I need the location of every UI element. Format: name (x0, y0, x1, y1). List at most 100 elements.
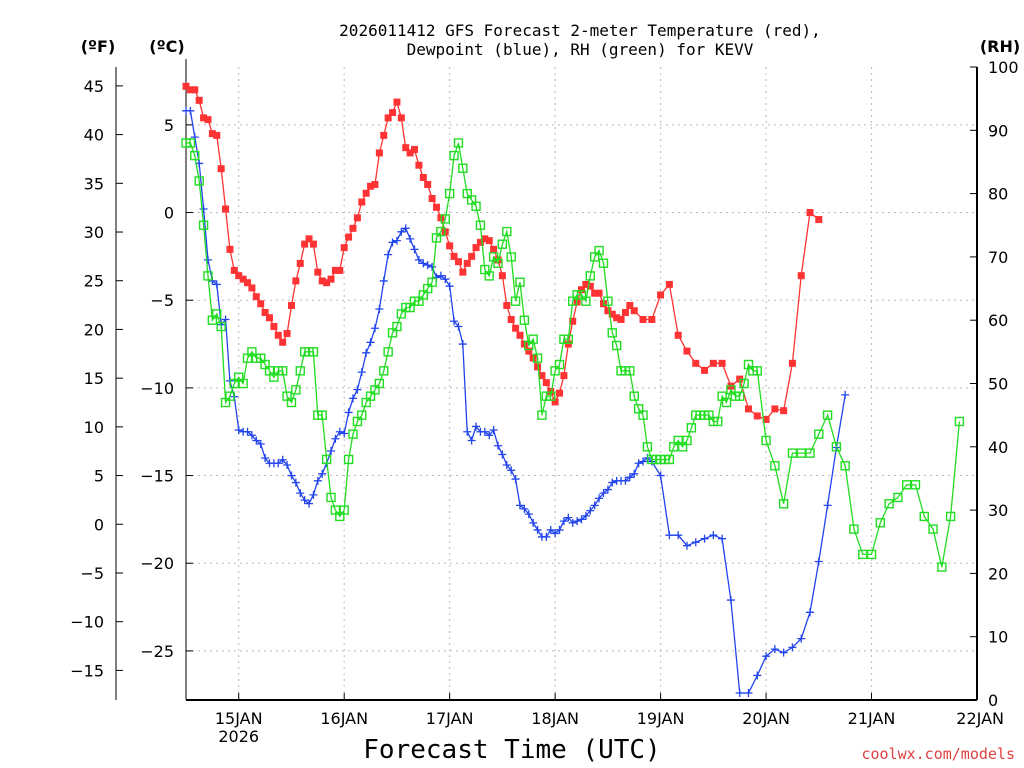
dewpoint-point (441, 275, 450, 284)
rh-tick-label: 80 (988, 185, 1008, 204)
dewpoint-point (507, 466, 516, 475)
dewpoint-point (779, 648, 788, 657)
2-meter-temperature-point (665, 280, 673, 288)
2-meter-temperature-point (450, 252, 458, 260)
dewpoint-point (559, 517, 568, 526)
relative-humidity-point (638, 410, 648, 420)
relative-humidity-point (721, 397, 732, 408)
2-meter-temperature-point (279, 338, 287, 346)
celsius-tick-label: −10 (140, 379, 174, 398)
relative-humidity-point (594, 245, 604, 256)
relative-humidity-point (901, 480, 912, 490)
relative-humidity-point (532, 353, 543, 363)
dewpoint-point (581, 511, 590, 520)
2-meter-temperature-point (239, 275, 247, 283)
dewpoint-point (344, 408, 353, 417)
dewpoint-point (639, 457, 648, 466)
2-meter-temperature-point (692, 359, 700, 367)
relative-humidity-point (453, 138, 464, 148)
dewpoint-point (515, 501, 524, 510)
dewpoint-point (577, 515, 586, 524)
relative-humidity-point (563, 334, 574, 344)
dewpoint-point (428, 262, 437, 271)
relative-humidity-point (471, 201, 481, 211)
relative-humidity-point (761, 435, 771, 446)
2-meter-temperature-point (815, 216, 823, 224)
relative-humidity-point (893, 492, 903, 503)
relative-humidity-point (831, 442, 842, 452)
2-meter-temperature-point (626, 301, 634, 309)
2-meter-temperature-point (639, 315, 647, 323)
relative-humidity-point (752, 366, 762, 376)
2-meter-temperature-point (503, 301, 511, 309)
chart-title-line2: Dewpoint (blue), RH (green) for KEVV (407, 40, 754, 59)
dewpoint-point (823, 501, 832, 510)
dewpoint-point (524, 510, 533, 519)
2-meter-temperature-point (753, 412, 761, 420)
relative-humidity-point (321, 454, 332, 465)
2-meter-temperature-point (525, 347, 533, 355)
series (181, 82, 965, 697)
2-meter-temperature-point (222, 205, 230, 213)
2-meter-temperature-point (657, 291, 665, 299)
relative-humidity-point (475, 220, 486, 230)
relative-humidity-point (686, 423, 697, 433)
2-meter-temperature-point (432, 203, 440, 211)
dewpoint-point (256, 439, 265, 448)
dewpoint-point (327, 447, 336, 456)
2-meter-temperature-point (595, 289, 603, 297)
relative-humidity-point (392, 321, 402, 332)
dewpoint-point (472, 422, 481, 431)
2-meter-temperature-point (556, 389, 564, 397)
dewpoint-point (691, 538, 700, 547)
2-meter-temperature-point (182, 82, 190, 90)
dewpoint-point (419, 259, 428, 268)
relative-humidity-point (814, 429, 824, 439)
relative-humidity-point (713, 416, 723, 427)
2-meter-temperature-point (261, 308, 269, 316)
dewpoint-point (814, 557, 823, 566)
relative-humidity-point (787, 448, 798, 458)
2-meter-temperature-point (806, 209, 814, 217)
2-meter-temperature-point (336, 266, 344, 274)
tick-labels: 454035302520151050−5−10−1550−5−10−15−20−… (70, 58, 1018, 746)
relative-humidity-point (444, 188, 455, 199)
relative-humidity-point (664, 454, 675, 465)
2-meter-temperature-point (701, 366, 709, 374)
relative-humidity-point (449, 150, 459, 161)
2-meter-temperature-point (375, 149, 383, 157)
dewpoint-point (595, 494, 604, 503)
relative-humidity-point (937, 562, 947, 572)
2-meter-temperature-point (709, 359, 717, 367)
relative-humidity-point (581, 296, 591, 306)
dewpoint-point (533, 525, 542, 534)
2-meter-temperature-point (371, 180, 379, 188)
relative-humidity-point (682, 435, 692, 446)
dewpoint-point (186, 106, 195, 115)
fahrenheit-tick-label: −5 (80, 564, 104, 583)
dewpoint-point (370, 324, 379, 333)
fahrenheit-tick-label: 30 (84, 223, 104, 242)
dewpoint-point (797, 634, 806, 643)
relative-humidity-line (186, 142, 961, 568)
2-meter-temperature-point (762, 415, 770, 423)
2-meter-temperature-point (393, 98, 401, 106)
relative-humidity-point (458, 163, 468, 173)
2-meter-temperature-point (481, 235, 489, 243)
dewpoint-point (753, 671, 762, 680)
2-meter-temperature-point (340, 244, 348, 252)
2-meter-temperature-point (226, 245, 234, 253)
relative-humidity-point (348, 429, 358, 439)
fahrenheit-tick-label: 25 (84, 272, 104, 291)
2-meter-temperature-point (195, 96, 203, 104)
dewpoint-point (608, 478, 617, 487)
dewpoint-point (546, 525, 555, 534)
relative-humidity-point (954, 416, 965, 427)
relative-humidity-point (515, 277, 525, 287)
2-meter-temperature-point (569, 317, 577, 325)
dewpoint-point (502, 461, 511, 470)
relative-humidity-point (317, 410, 327, 420)
2-meter-temperature-point (301, 240, 309, 248)
relative-humidity-point (212, 309, 222, 319)
relative-humidity-point (778, 499, 789, 509)
